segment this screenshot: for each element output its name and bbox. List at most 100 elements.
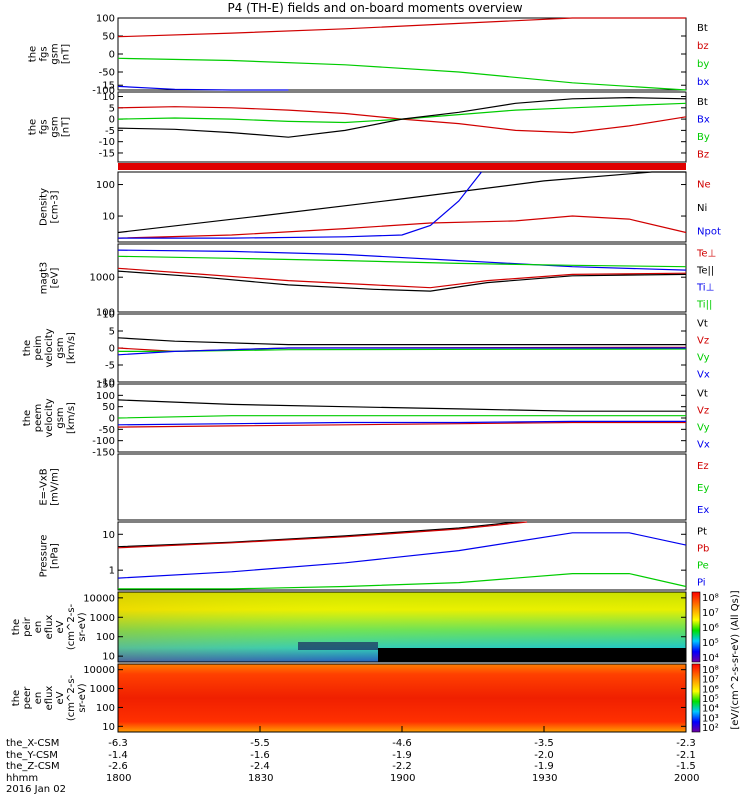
y-tick-label: 50 — [102, 32, 115, 43]
legend-Pi: Pi — [697, 578, 706, 589]
panel-efield: E=-VxB [mV/m] Ez Ey Ex — [39, 453, 709, 521]
y-tick-label: 0 — [109, 115, 115, 126]
footer-value: -6.3 — [108, 738, 128, 749]
y-axis-label: [eV] — [50, 268, 61, 289]
y-axis-label: the — [22, 410, 33, 426]
y-tick-label: 15 — [102, 81, 115, 92]
y-tick-label: 10000 — [83, 665, 115, 676]
footer-value: -1.9 — [392, 749, 412, 761]
heatmap-dark-band — [298, 642, 378, 650]
series-Vt — [117, 399, 686, 412]
footer-value: -2.4 — [250, 761, 270, 772]
y-tick-label: -10 — [99, 137, 115, 148]
y-axis-label: en — [33, 621, 44, 634]
y-axis-label: en — [33, 692, 44, 705]
y-axis-label: gsm — [50, 116, 61, 137]
footer-value: -1.5 — [676, 761, 696, 772]
y-tick-label: 1000 — [90, 684, 115, 695]
legend-Pe: Pe — [697, 561, 709, 572]
y-tick-label: 10 — [102, 530, 115, 541]
y-tick-label: -50 — [99, 425, 115, 436]
y-axis-label: [cm-3] — [50, 190, 61, 223]
colorbar-tick-label: 10⁴ — [702, 704, 719, 715]
y-tick-label: 50 — [102, 402, 115, 413]
heatmap-fill — [118, 664, 686, 732]
panel-density: 100 10 Density [cm-3] Ne Ni Npot — [39, 171, 721, 243]
y-tick-label: 10000 — [83, 593, 115, 604]
footer-row: hhmm 1800 1830 1900 1930 2000 — [6, 772, 699, 785]
y-axis-label: Density — [39, 188, 50, 226]
footer-date: 2016 Jan 02 — [6, 784, 66, 795]
y-axis-label: Pressure — [39, 535, 50, 578]
footer-value: 1900 — [390, 772, 416, 784]
panel-temps: 1000 100 magt3 [eV] Te⊥ Te|| Ti⊥ Ti|| — [39, 243, 716, 319]
panel-frame — [117, 383, 687, 453]
y-axis-label: eflux — [44, 686, 55, 711]
colorbar-tick-label: 10³ — [702, 713, 719, 724]
series-Ni — [117, 171, 686, 234]
panel-fgs_gsm: 100 50 0 -50 -100 the fgs gsm [nT] Bt bz by bx — [28, 14, 710, 97]
legend-Bx: Bx — [697, 114, 710, 125]
footer-value: -1.6 — [250, 749, 270, 761]
y-tick-label: 100 — [96, 703, 115, 714]
y-axis-label: [km/s] — [66, 332, 77, 364]
y-tick-label: -100 — [92, 436, 115, 447]
legend-bz: bz — [697, 41, 709, 52]
y-tick-label: 10 — [102, 652, 115, 663]
panel-peir_eflux: 10⁸ 10⁷ 10⁶ 10⁵ 10⁴ 10000 1000 100 10 the peir en ef… — [11, 591, 719, 664]
series-Pt — [117, 521, 516, 548]
legend-Bt: Bt — [697, 97, 708, 108]
footer-ephemeris: the_X-CSM -6.3 -5.5 -4.6 -3.5 -2.3 the_Y-CSM -1… — [6, 738, 699, 796]
y-axis-label: the — [28, 119, 39, 135]
y-axis-label: fgs — [39, 119, 50, 134]
y-axis-label: peir — [22, 616, 33, 636]
panel-frame — [117, 591, 687, 663]
y-axis-label: sr-eV) — [77, 683, 88, 712]
legend-Npot: Npot — [697, 226, 721, 237]
panel-frame — [117, 171, 687, 243]
legend-Te||: Te|| — [696, 266, 714, 277]
y-axis-label: the — [11, 619, 22, 635]
series-Ne — [117, 215, 687, 239]
footer-row-label: the_Z-CSM — [6, 761, 60, 772]
footer-value: 1930 — [532, 772, 558, 784]
colorbar-tick-label: 10⁸ — [702, 665, 719, 676]
footer-value: 2000 — [674, 772, 700, 784]
y-axis-label: the — [28, 46, 39, 62]
y-tick-label: 1000 — [90, 613, 115, 624]
y-tick-label: 10 — [102, 92, 115, 103]
footer-value: 1830 — [248, 772, 274, 784]
legend-Vt: Vt — [697, 319, 708, 330]
y-axis-label: E=-VxB — [39, 468, 50, 505]
series-Vz — [117, 421, 686, 428]
y-tick-label: -5 — [105, 361, 115, 372]
series-Pi — [117, 532, 687, 579]
panel-pressure: 10 1 Pressure [nPa] Pt Pb Pe Pi — [39, 521, 709, 591]
panel-frame — [117, 453, 687, 521]
colorbar-tick-label: 10⁶ — [702, 623, 719, 634]
series-Pb — [117, 521, 528, 549]
y-tick-label: 5 — [109, 327, 115, 338]
y-tick-label: -10 — [99, 378, 115, 389]
footer-row: the_X-CSM -6.3 -5.5 -4.6 -3.5 -2.3 — [6, 738, 696, 750]
legend-Ti||: Ti|| — [696, 300, 712, 311]
colorbar — [691, 663, 701, 733]
y-tick-label: 100 — [96, 391, 115, 402]
y-axis-label: peer — [22, 686, 33, 710]
y-tick-label: 10 — [102, 310, 115, 321]
colorbar-tick-label: 10⁴ — [702, 653, 719, 664]
legend-Vy: Vy — [697, 353, 710, 364]
series-Te⊥ — [117, 267, 687, 289]
y-tick-label: 10 — [102, 212, 115, 223]
footer-value: -2.3 — [676, 738, 696, 749]
series-bx — [117, 85, 289, 91]
y-axis-label: (cm^2-s- — [66, 603, 77, 650]
footer-row-label: hhmm — [6, 772, 39, 784]
legend-Bt: Bt — [697, 23, 708, 34]
footer-value: -2.1 — [676, 749, 696, 761]
panel-peim_vel: 10 5 0 -5 -10 the peim velocity gsm [km/s] Vt Vz Vy V… — [22, 310, 710, 389]
legend-Vx: Vx — [697, 440, 710, 451]
y-axis-label: gsm — [55, 407, 66, 428]
